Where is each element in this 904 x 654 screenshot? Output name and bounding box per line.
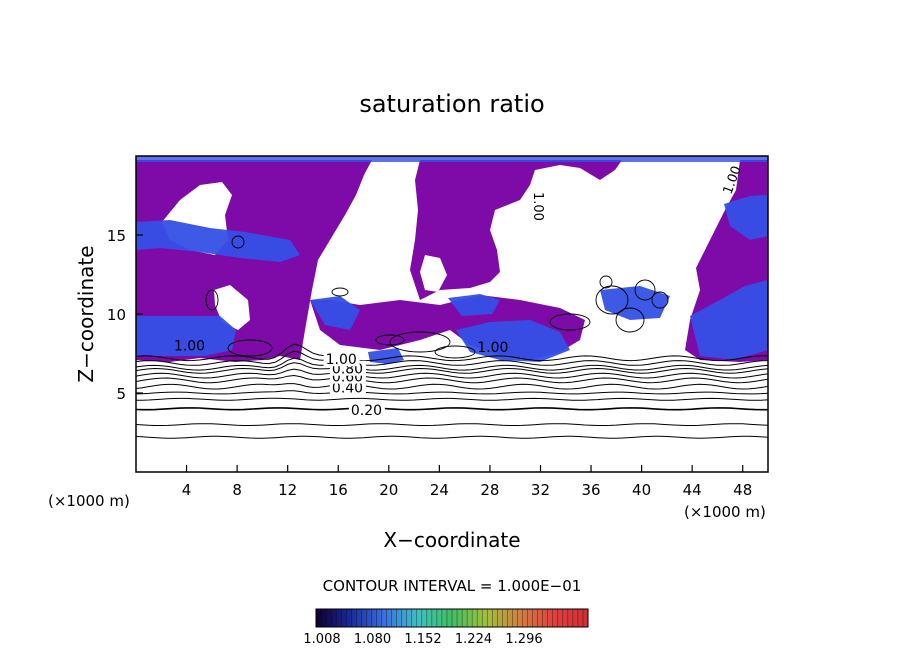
cloud-contour <box>231 235 245 249</box>
contour-line <box>136 423 768 426</box>
colorbar-label: 1.152 <box>404 632 441 647</box>
supersaturated-patch <box>600 286 670 320</box>
cloud-contour <box>651 291 669 309</box>
y-tick-label: 5 <box>116 385 126 403</box>
supersaturated-patch <box>690 280 768 360</box>
supersaturated-patch <box>136 316 236 356</box>
contour-line <box>136 407 768 411</box>
x-unit-left: (×1000 m) <box>48 492 130 510</box>
contour-interval-text: CONTOUR INTERVAL = 1.000E−01 <box>323 577 582 595</box>
unsaturated-hole <box>354 275 370 291</box>
cloud-contour <box>389 331 451 353</box>
colorbar-stripes <box>315 609 584 627</box>
x-tick-label: 40 <box>632 481 651 499</box>
saturated-area <box>410 160 622 300</box>
cloud-contour <box>634 279 656 301</box>
contour-label: 1.00 <box>477 340 508 356</box>
supersaturated-patch <box>136 220 300 262</box>
contour-line <box>136 390 768 395</box>
cloud-contour <box>599 275 613 289</box>
colorbar-labels: 1.008 1.080 1.152 1.224 1.296 <box>303 632 542 647</box>
contour-line <box>136 435 768 439</box>
contour-line <box>136 343 768 362</box>
y-tick-label: 10 <box>107 306 126 324</box>
x-tick-label: 24 <box>430 481 449 499</box>
x-tick-label: 48 <box>733 481 752 499</box>
x-tick-label: 20 <box>379 481 398 499</box>
contour-label-bg <box>348 401 385 417</box>
supersaturated-patch <box>136 156 768 162</box>
supersaturated-patch <box>724 195 768 240</box>
x-unit-right: (×1000 m) <box>684 503 766 521</box>
unsaturated-hole <box>420 255 447 292</box>
contour-line <box>136 362 768 374</box>
contour-line <box>136 368 768 379</box>
x-tick-label: 8 <box>232 481 242 499</box>
y-axis: 5 10 15 <box>107 227 143 403</box>
y-axis-label: Z−coordinate <box>74 245 98 382</box>
x-axis: 4 8 12 16 20 24 28 32 36 40 44 48 <box>182 465 752 499</box>
contour-label: 0.40 <box>332 381 363 397</box>
x-tick-label: 32 <box>531 481 550 499</box>
contour-label: 1.00 <box>530 192 545 221</box>
contour-label: 1.00 <box>174 339 205 355</box>
colorbar-label: 1.224 <box>455 632 492 647</box>
x-tick-label: 28 <box>480 481 499 499</box>
colorbar-label: 1.008 <box>303 632 340 647</box>
x-axis-label: X−coordinate <box>383 528 520 552</box>
y-tick-label: 15 <box>107 227 126 245</box>
chart-title: saturation ratio <box>359 90 544 118</box>
colorbar-label: 1.296 <box>505 632 542 647</box>
cloud-contour <box>331 287 349 297</box>
contour-label: 0.20 <box>351 403 382 419</box>
colorbar-label: 1.080 <box>354 632 391 647</box>
x-tick-label: 36 <box>581 481 600 499</box>
contour-line <box>136 350 768 366</box>
contour-line <box>136 397 768 401</box>
supersaturated-patches <box>136 156 768 364</box>
supersaturated-patch <box>310 296 360 330</box>
plot-area <box>136 156 768 472</box>
x-tick-label: 12 <box>278 481 297 499</box>
cloud-contour <box>205 289 219 311</box>
cloud-contour <box>375 334 405 346</box>
contour-line <box>136 374 768 384</box>
supersaturated-patch <box>456 320 570 362</box>
contour-lines <box>136 343 768 439</box>
contour-label: 1.00 <box>326 352 357 368</box>
x-tick-label: 44 <box>683 481 702 499</box>
cloud-contour <box>595 285 629 315</box>
x-tick-label: 4 <box>182 481 192 499</box>
x-tick-label: 16 <box>329 481 348 499</box>
cloud-contour <box>615 307 645 333</box>
cloud-contour <box>549 313 591 331</box>
cloud-contour <box>434 345 476 359</box>
contour-labels: 0.200.400.600.801.001.00 1.001.001.00 <box>174 164 745 419</box>
saturated-region <box>136 160 768 362</box>
contour-line <box>136 357 768 371</box>
cloud-contours <box>205 235 669 359</box>
contour-line <box>136 383 768 390</box>
supersaturated-patch <box>448 294 500 316</box>
unsaturated-hole <box>657 222 678 246</box>
contour-label-bg <box>323 351 360 367</box>
cloud-contour <box>227 339 273 357</box>
